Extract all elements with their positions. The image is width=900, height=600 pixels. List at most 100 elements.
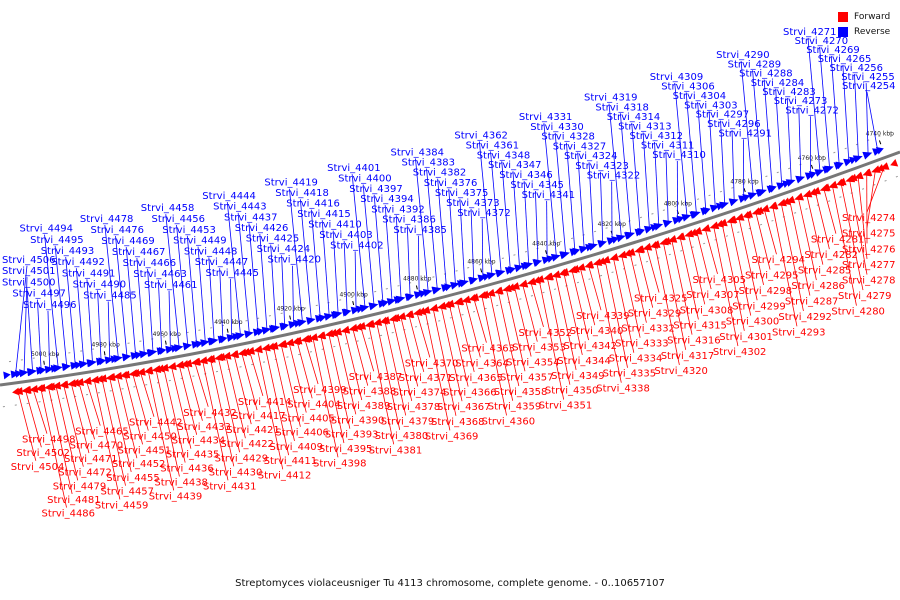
- gene-label: Strvi_4298: [739, 286, 793, 297]
- gene-label-leader: [424, 311, 451, 431]
- gene-label: Strvi_4481: [47, 495, 101, 506]
- gene-label-leader: [280, 344, 301, 427]
- gene-label-leader: [233, 354, 252, 425]
- gene-label: Strvi_4406: [275, 428, 329, 439]
- gene-label: Strvi_4265: [818, 54, 872, 65]
- gene-label-leader: [685, 92, 697, 214]
- gene-label: Strvi_4335: [603, 369, 657, 380]
- forward-gene-arrow: [59, 380, 68, 389]
- reverse-gene-arrow: [146, 349, 155, 357]
- gene-label-leader: [147, 371, 175, 491]
- reverse-gene-arrow: [431, 286, 440, 295]
- gene-label: Strvi_4274: [842, 213, 896, 224]
- gene-label: Strvi_4319: [584, 93, 638, 104]
- reverse-gene-arrow: [795, 175, 804, 184]
- forward-gene-arrow: [412, 308, 423, 316]
- forward-gene-arrow: [28, 385, 39, 393]
- gene-label-leader: [865, 83, 869, 155]
- forward-gene-arrow: [796, 192, 804, 201]
- gene-label: Strvi_4284: [751, 78, 805, 89]
- gene-label: Strvi_4295: [745, 271, 799, 282]
- reverse-gene-arrow: [171, 344, 179, 353]
- gene-label-leader: [225, 356, 246, 439]
- reverse-gene-arrow: [444, 283, 452, 292]
- label-line-layer: [15, 37, 885, 508]
- gene-label-leader: [457, 302, 475, 373]
- gene-label: Strvi_4342: [564, 341, 618, 352]
- gene-label-leader: [320, 336, 345, 444]
- tick-label: 4760 kbp: [798, 155, 826, 162]
- gene-label-leader: [332, 230, 339, 314]
- reverse-gene-arrow: [653, 223, 664, 231]
- reverse-gene-arrow: [393, 296, 402, 305]
- forward-gene-arrow: [709, 221, 720, 230]
- gene-label-leader: [840, 182, 864, 291]
- gene-label: Strvi_4271: [783, 27, 837, 38]
- gene-label-leader: [497, 291, 520, 387]
- gene-label: Strvi_4492: [51, 257, 105, 268]
- gene-label-leader: [522, 284, 538, 342]
- reverse-gene-arrow: [742, 194, 751, 202]
- forward-gene-arrow: [267, 342, 276, 351]
- gene-label: Strvi_4395: [319, 444, 373, 455]
- gene-label-leader: [70, 383, 90, 454]
- reverse-gene-arrow: [747, 192, 758, 200]
- gene-label: Strvi_4470: [70, 440, 124, 451]
- gene-label: Strvi_4300: [726, 317, 780, 328]
- gene-label: Strvi_4282: [804, 250, 858, 261]
- reverse-gene-arrow: [50, 364, 59, 373]
- gene-label-leader: [786, 97, 792, 182]
- gene-label-leader: [125, 246, 137, 356]
- gene-label: Strvi_4450: [123, 432, 177, 443]
- gene-label-leader: [619, 113, 632, 235]
- gene-label: Strvi_4458: [141, 203, 195, 214]
- gene-label: Strvi_4495: [30, 235, 84, 246]
- reverse-gene-arrow: [650, 224, 659, 232]
- reverse-gene-arrow: [785, 179, 796, 187]
- reverse-gene-arrow: [450, 281, 460, 290]
- gene-label: Strvi_4422: [220, 439, 274, 450]
- gene-label-leader: [217, 357, 240, 453]
- gene-label-leader: [86, 279, 93, 363]
- gene-label-leader: [713, 226, 739, 347]
- gene-label: Strvi_4388: [343, 387, 397, 398]
- gene-label-leader: [697, 101, 707, 211]
- reverse-gene-arrow: [689, 211, 698, 219]
- gene-label: Strvi_4361: [466, 140, 520, 151]
- legend-label-reverse: Reverse: [854, 26, 891, 37]
- gene-label: Strvi_4368: [431, 417, 485, 428]
- tick-mark: [743, 187, 746, 193]
- tick-label: 4980 kbp: [92, 341, 120, 348]
- tick-mark: [545, 250, 548, 255]
- gene-label-leader: [97, 290, 102, 362]
- forward-gene-arrow: [156, 364, 165, 373]
- gene-label-leader: [93, 380, 121, 500]
- gene-label-leader: [588, 265, 602, 311]
- gene-label-leader: [849, 179, 868, 275]
- gene-label-leader: [272, 346, 295, 442]
- gene-label-leader: [763, 79, 773, 189]
- gene-label-leader: [563, 273, 583, 356]
- forward-gene-arrow: [822, 183, 831, 191]
- map-caption: Streptomyces violaceusniger Tu 4113 chro…: [235, 578, 665, 589]
- gene-label: Strvi_4254: [842, 81, 896, 92]
- gene-label-leader: [535, 190, 539, 262]
- gene-label: Strvi_4381: [369, 445, 423, 456]
- reverse-gene-arrow: [862, 152, 871, 160]
- gene-label-leader: [237, 212, 250, 334]
- gene-label-leader: [546, 277, 571, 385]
- forward-gene-arrow: [205, 355, 214, 364]
- forward-gene-arrow: [66, 379, 77, 388]
- forward-gene-arrow: [676, 232, 685, 241]
- gene-label: Strvi_4479: [53, 481, 107, 492]
- gene-label: Strvi_4299: [732, 301, 786, 312]
- gene-label: Strvi_4433: [177, 422, 231, 433]
- forward-gene-arrow: [716, 219, 725, 228]
- tick-label: 4880 kbp: [403, 276, 431, 283]
- forward-gene-arrow: [756, 206, 764, 215]
- tick-mark: [480, 268, 483, 273]
- reverse-gene-arrow: [709, 204, 720, 213]
- gene-label-leader: [351, 174, 366, 308]
- gene-label-leader: [281, 255, 286, 326]
- gene-label-leader: [679, 237, 699, 320]
